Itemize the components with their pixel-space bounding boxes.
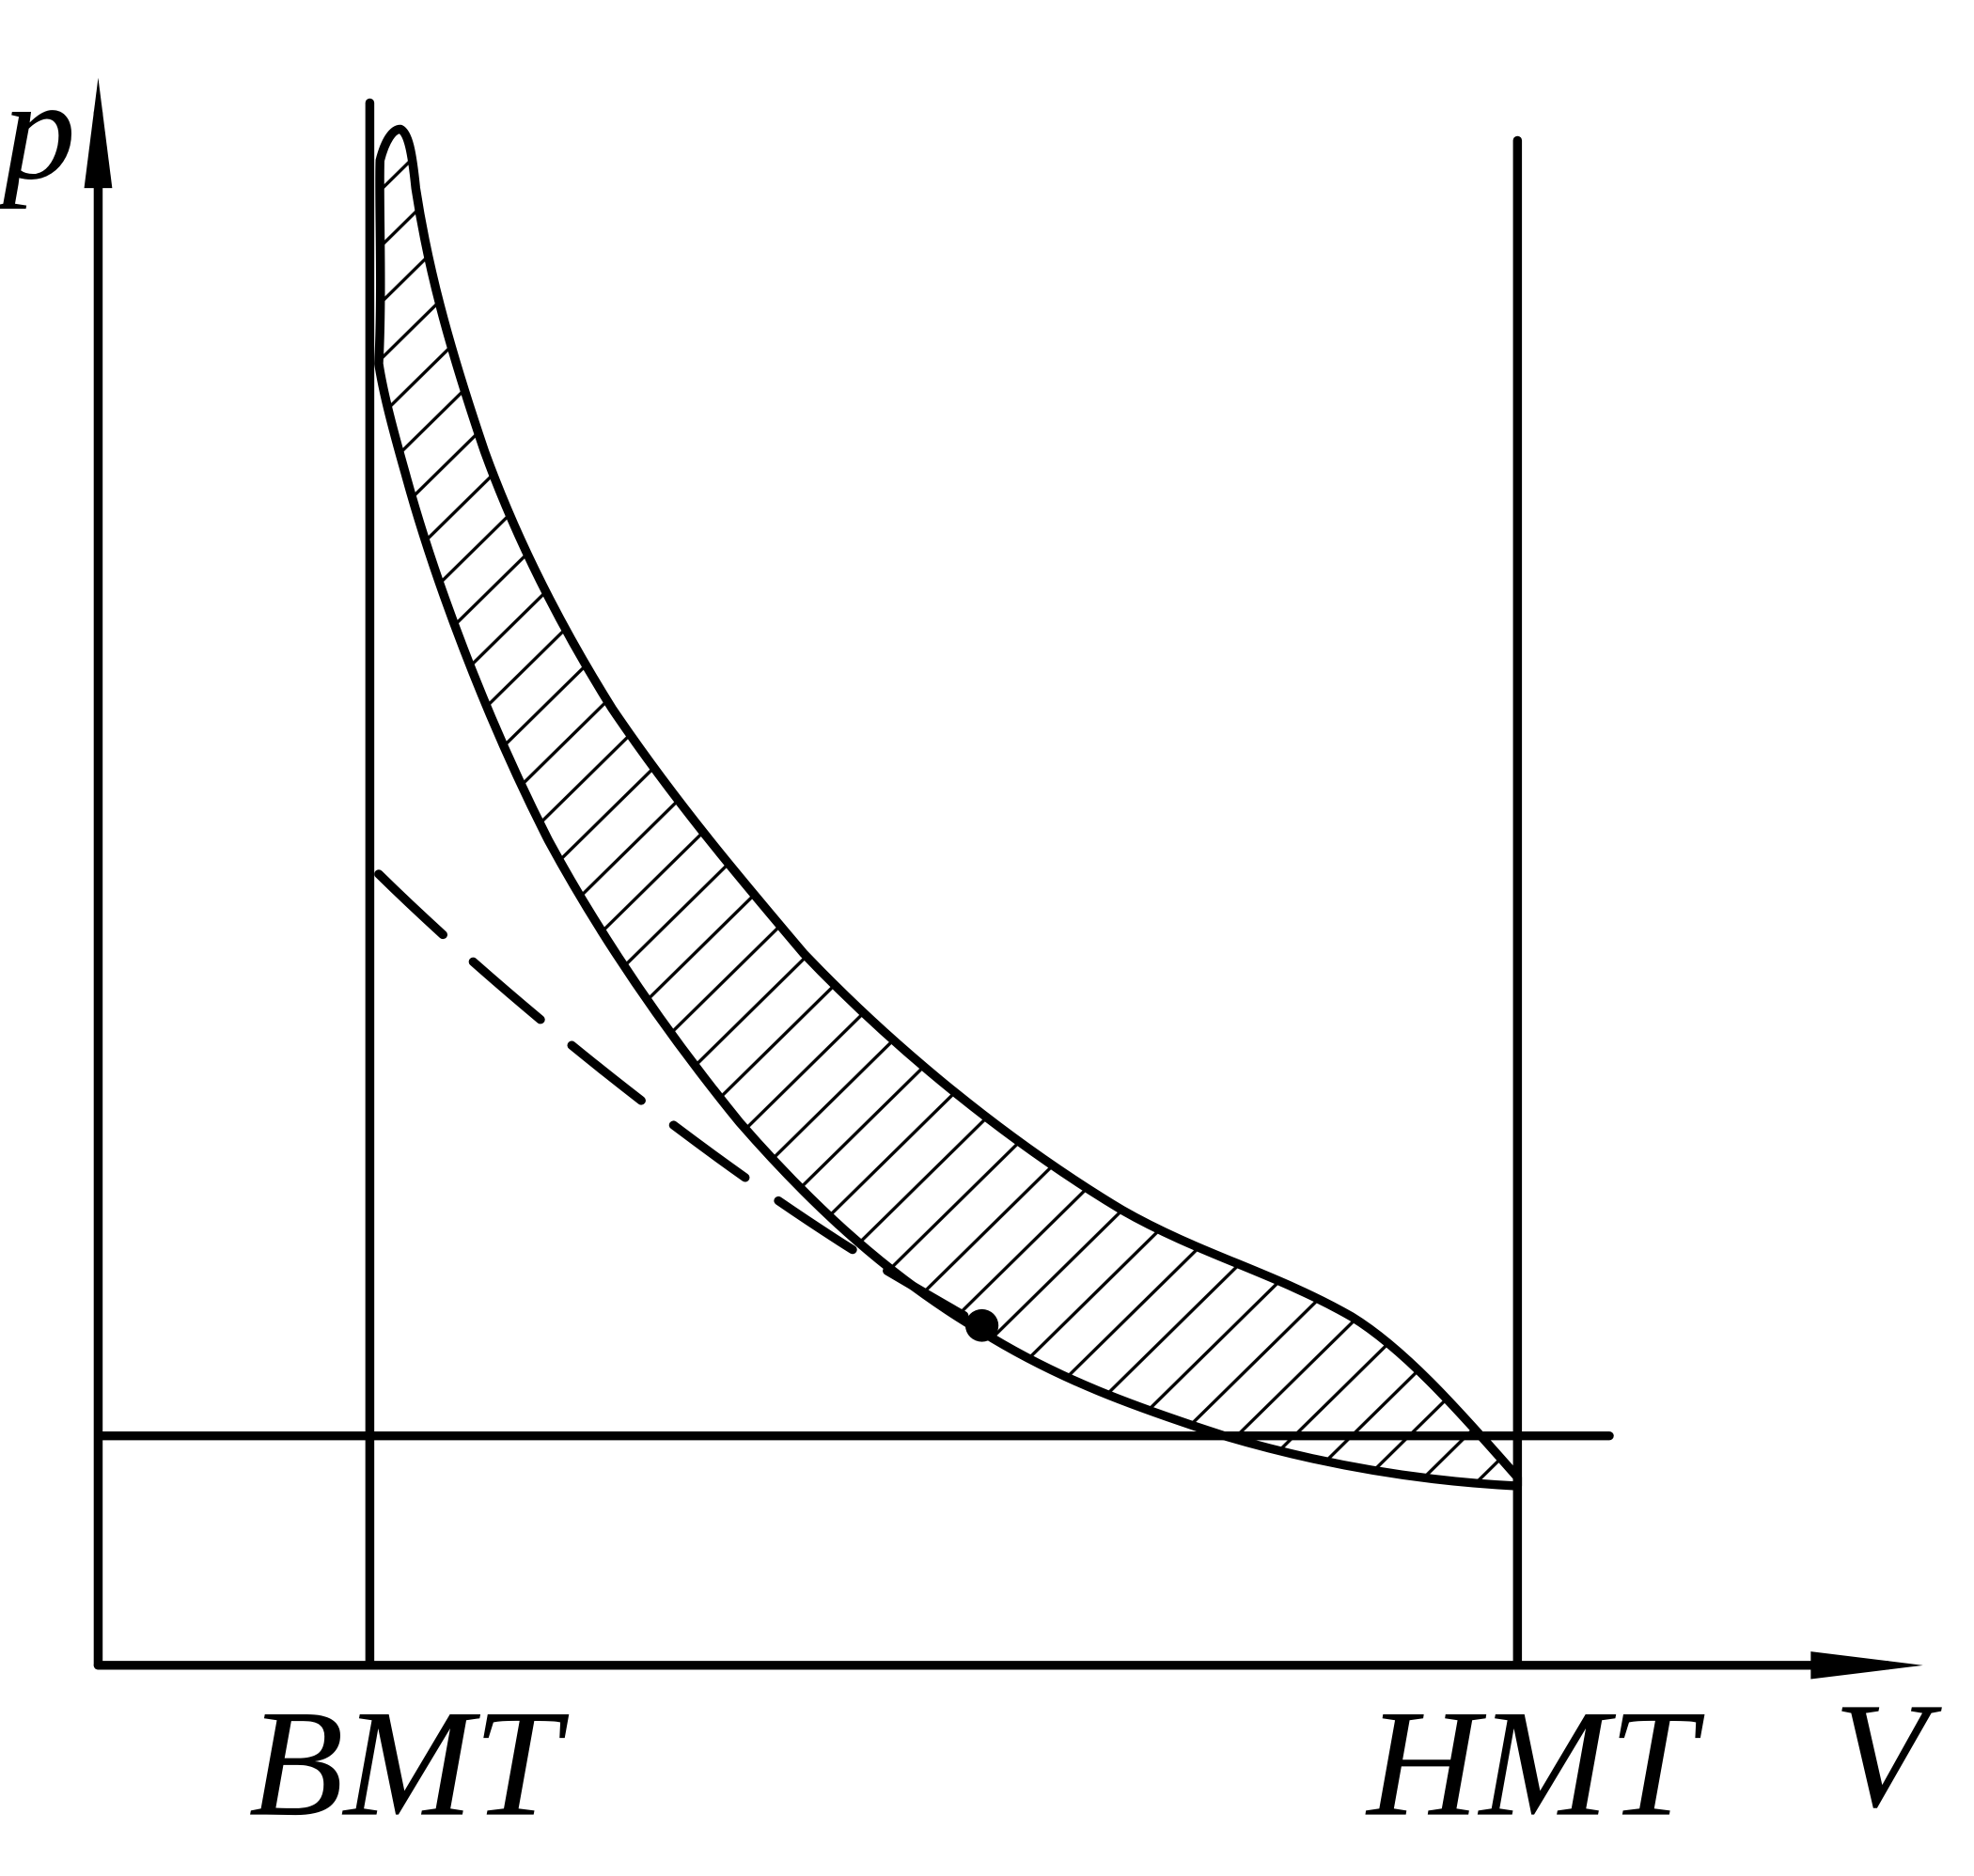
cycle-loop	[374, 124, 1523, 1491]
y-axis-arrow	[84, 77, 113, 189]
dashed-compression-curve	[374, 869, 987, 1330]
y-axis-label: p	[0, 51, 76, 211]
x-axis-label: V	[1834, 1671, 1943, 1838]
hmt-label: HMT	[1365, 1679, 1704, 1848]
bmt-label: BMT	[249, 1679, 570, 1848]
ignition-point	[964, 1308, 999, 1342]
x-axis-arrow	[1810, 1651, 1923, 1680]
